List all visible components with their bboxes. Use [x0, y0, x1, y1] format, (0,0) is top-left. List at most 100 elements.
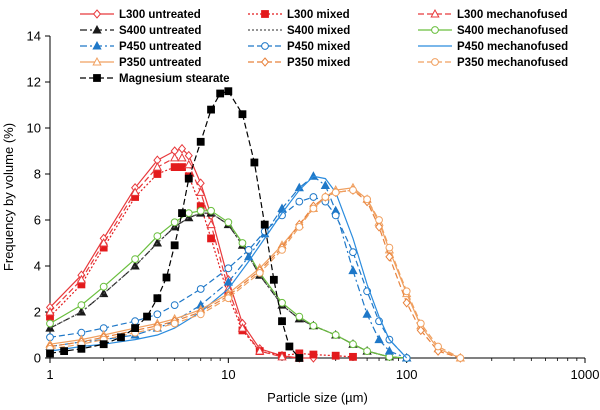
data-point: [216, 89, 225, 98]
data-point: [278, 246, 286, 254]
legend-item-s400-untreated: S400 untreated: [80, 24, 201, 37]
data-point: [362, 309, 372, 318]
x-tick-label: 10: [221, 367, 235, 382]
series-l300-untreated: [45, 143, 318, 363]
x-axis: 1 10 100 1000: [46, 358, 599, 382]
series-p350-untreated: [45, 182, 465, 362]
series-line-magnesium-stearate: [49, 90, 300, 359]
data-point: [178, 163, 186, 171]
data-point: [434, 342, 442, 351]
data-point: [278, 298, 286, 307]
legend-swatch-marker: [92, 9, 102, 19]
legend-swatch-marker: [431, 58, 439, 66]
data-point: [153, 294, 162, 303]
data-point: [170, 319, 179, 328]
legend-label: P450 mixed: [287, 41, 350, 53]
y-tick-label: 8: [34, 167, 41, 182]
y-tick-label: 6: [34, 213, 41, 228]
data-point: [295, 312, 304, 321]
data-point: [416, 325, 425, 336]
data-point: [196, 178, 205, 188]
data-point: [99, 340, 108, 349]
data-point: [153, 310, 162, 319]
data-point: [349, 186, 357, 195]
data-point: [77, 344, 86, 353]
data-point: [278, 317, 286, 326]
data-point: [224, 294, 233, 303]
data-point: [45, 306, 55, 316]
legend-label: S400 untreated: [119, 25, 201, 37]
series-line-p450-mixed: [49, 196, 408, 359]
legend-label: P450 mechanofused: [457, 41, 568, 53]
legend-label: P450 untreated: [119, 41, 201, 53]
data-point: [295, 354, 304, 362]
data-point: [170, 301, 179, 310]
data-point: [224, 264, 233, 273]
data-point: [260, 220, 269, 229]
legend-label: S400 mechanofused: [457, 25, 568, 37]
data-point: [349, 340, 357, 349]
data-point: [349, 352, 357, 361]
data-point: [331, 331, 340, 339]
data-point: [402, 287, 411, 296]
data-point: [255, 269, 264, 277]
data-point: [244, 246, 253, 254]
data-point: [309, 193, 318, 201]
legend-label: L300 untreated: [119, 9, 201, 21]
legend-item-p350-mechanofused: P350 mechanofused: [418, 57, 568, 69]
legend-swatch-marker: [93, 74, 101, 82]
data-point: [384, 346, 395, 355]
series-line-p350-mechanofused: [49, 189, 461, 359]
data-point: [402, 298, 411, 308]
series-s400-mechanofused: [46, 206, 411, 362]
data-point: [196, 206, 205, 215]
data-point: [99, 282, 108, 291]
data-point: [162, 273, 171, 282]
legend-label: L300 mechanofused: [457, 9, 568, 21]
data-point: [184, 209, 193, 218]
data-point: [99, 237, 109, 247]
data-point: [285, 342, 294, 351]
legend-item-p450-mixed: P450 mixed: [248, 41, 350, 53]
series-p450-mechanofused: [49, 175, 408, 359]
legend-swatch-marker: [92, 24, 102, 34]
y-tick-label: 14: [27, 29, 41, 44]
data-point: [331, 211, 340, 220]
data-point: [237, 323, 248, 332]
series-line-l300-untreated: [49, 148, 314, 359]
series-magnesium-stearate: [46, 87, 304, 362]
data-point: [177, 152, 187, 162]
series-l300-mechanofused: [45, 152, 304, 362]
series-line-p350-untreated: [49, 187, 461, 359]
data-point: [224, 218, 233, 227]
data-point: [131, 324, 139, 333]
legend-swatch-marker: [430, 8, 440, 18]
x-tick-label: 100: [396, 367, 418, 382]
data-point: [331, 351, 340, 360]
legend-swatch-marker: [261, 10, 269, 18]
legend-label: P350 untreated: [119, 57, 201, 69]
y-tick-label: 0: [34, 351, 41, 366]
data-point: [295, 197, 304, 206]
data-point: [238, 110, 247, 119]
legend-item-l300-mixed: L300 mixed: [248, 9, 350, 21]
series-p350-mixed: [45, 185, 465, 363]
data-point: [456, 354, 465, 362]
legend-label: S400 mixed: [287, 25, 350, 37]
data-point: [321, 193, 330, 201]
data-point: [277, 351, 287, 361]
series-line-p450-untreated: [49, 175, 407, 359]
x-tick-label: 1000: [571, 367, 600, 382]
data-point: [374, 334, 384, 344]
data-point: [309, 321, 318, 330]
data-point: [363, 195, 372, 204]
data-point: [131, 255, 139, 264]
series-layer: [45, 87, 465, 363]
data-point: [320, 180, 330, 189]
data-point: [385, 252, 394, 262]
data-point: [170, 218, 179, 227]
y-tick-label: 2: [34, 305, 41, 320]
legend-item-p350-untreated: P350 untreated: [80, 56, 201, 69]
data-point: [153, 170, 162, 178]
